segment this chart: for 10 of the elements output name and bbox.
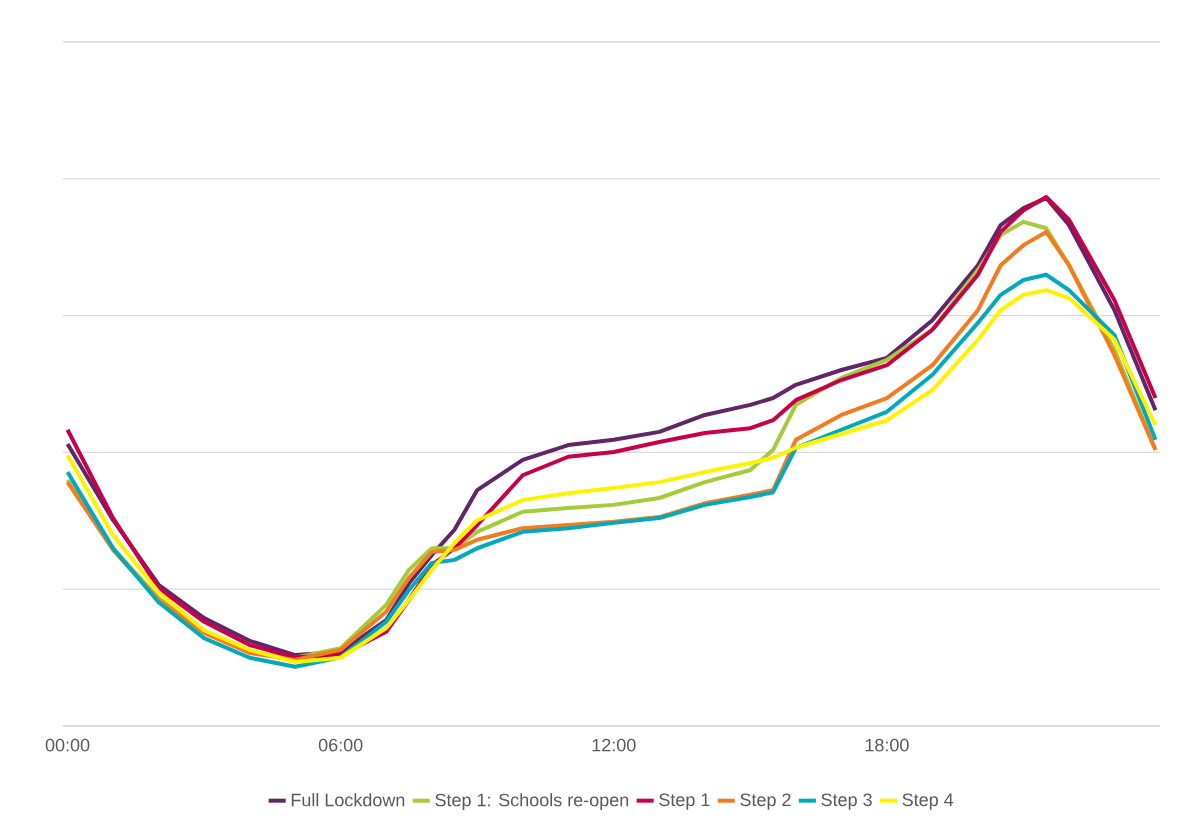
x-tick-label: 18:00	[865, 738, 909, 752]
legend-label: Step 4	[902, 793, 954, 810]
legend-label: Full Lockdown	[291, 793, 405, 807]
x-tick-label: 00:00	[45, 738, 90, 752]
legend-label: Step 1: Schools re-open	[435, 793, 629, 810]
legend-label: Step 3	[821, 793, 872, 810]
legend-label: Step 2	[740, 793, 791, 810]
x-tick-label: 06:00	[318, 738, 363, 752]
legend-label: Step 1	[659, 793, 710, 810]
x-tick-label: 12:00	[592, 738, 636, 752]
